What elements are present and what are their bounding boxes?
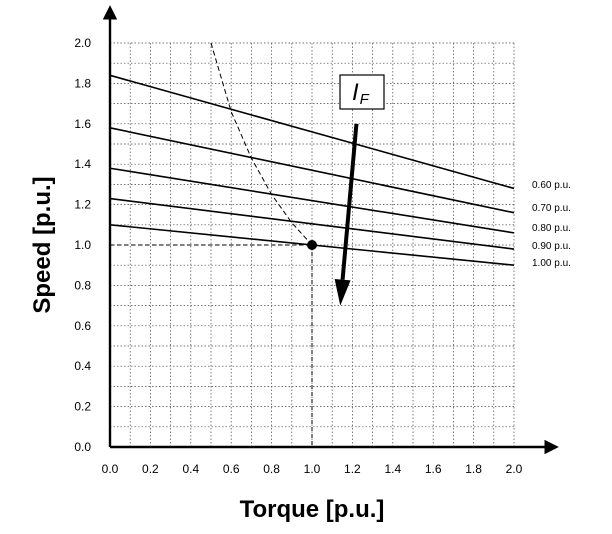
operating-point [307, 240, 317, 250]
series-line [109, 197, 515, 250]
series-label: 0.90 p.u. [532, 241, 571, 252]
series-label: 0.70 p.u. [532, 203, 571, 214]
field-current-arrowhead [334, 278, 351, 306]
series-label: 1.00 p.u. [532, 258, 571, 269]
x-tick-label: 1.6 [425, 462, 442, 476]
y-axis-title: Speed [p.u.] [29, 176, 56, 313]
series-label: 0.60 p.u. [532, 180, 571, 191]
y-tick-label: 1.6 [74, 117, 91, 131]
x-axis-title: Torque [p.u.] [240, 496, 385, 523]
x-tick-label: 1.2 [344, 462, 361, 476]
y-tick-label: 0.0 [74, 440, 91, 454]
field-current-arrow [340, 123, 359, 280]
field-current-label: IF [352, 79, 370, 108]
x-tick-label: 2.0 [506, 462, 523, 476]
x-tick-label: 0.2 [142, 462, 159, 476]
y-tick-label: 2.0 [74, 36, 91, 50]
y-tick-label: 1.8 [74, 76, 91, 90]
y-tick-label: 0.2 [74, 400, 91, 414]
grid [110, 42, 515, 447]
y-tick-label: 1.4 [74, 157, 91, 171]
series-line [109, 127, 515, 214]
field-current-label-box [339, 74, 385, 110]
y-tick-label: 1.2 [74, 198, 91, 212]
series-line [109, 74, 515, 190]
x-tick-label: 1.8 [465, 462, 482, 476]
y-tick-label: 0.8 [74, 278, 91, 292]
x-tick-label: 0.6 [223, 462, 240, 476]
x-tick-label: 0.0 [102, 462, 119, 476]
series-lines [109, 74, 515, 266]
series-line [109, 167, 515, 234]
x-tick-label: 1.0 [304, 462, 321, 476]
overlay: IF [110, 42, 385, 447]
series-labels: 0.60 p.u. 0.70 p.u. 0.80 p.u. 0.90 p.u. 1.00… [532, 180, 571, 269]
x-tick-label: 0.8 [263, 462, 280, 476]
y-tick-label: 1.0 [74, 238, 91, 252]
x-tick-label: 1.4 [384, 462, 401, 476]
y-tick-label: 0.6 [74, 319, 91, 333]
limit-curve [210, 42, 313, 246]
series-label: 0.80 p.u. [532, 223, 571, 234]
x-tick-label: 0.4 [182, 462, 199, 476]
axes [102, 5, 559, 455]
y-tick-label: 0.4 [74, 359, 91, 373]
tick-labels: 0.0 0.2 0.4 0.6 0.8 1.0 1.2 1.4 1.6 1.8 2.0 0.0 0.2 0… [74, 36, 522, 476]
